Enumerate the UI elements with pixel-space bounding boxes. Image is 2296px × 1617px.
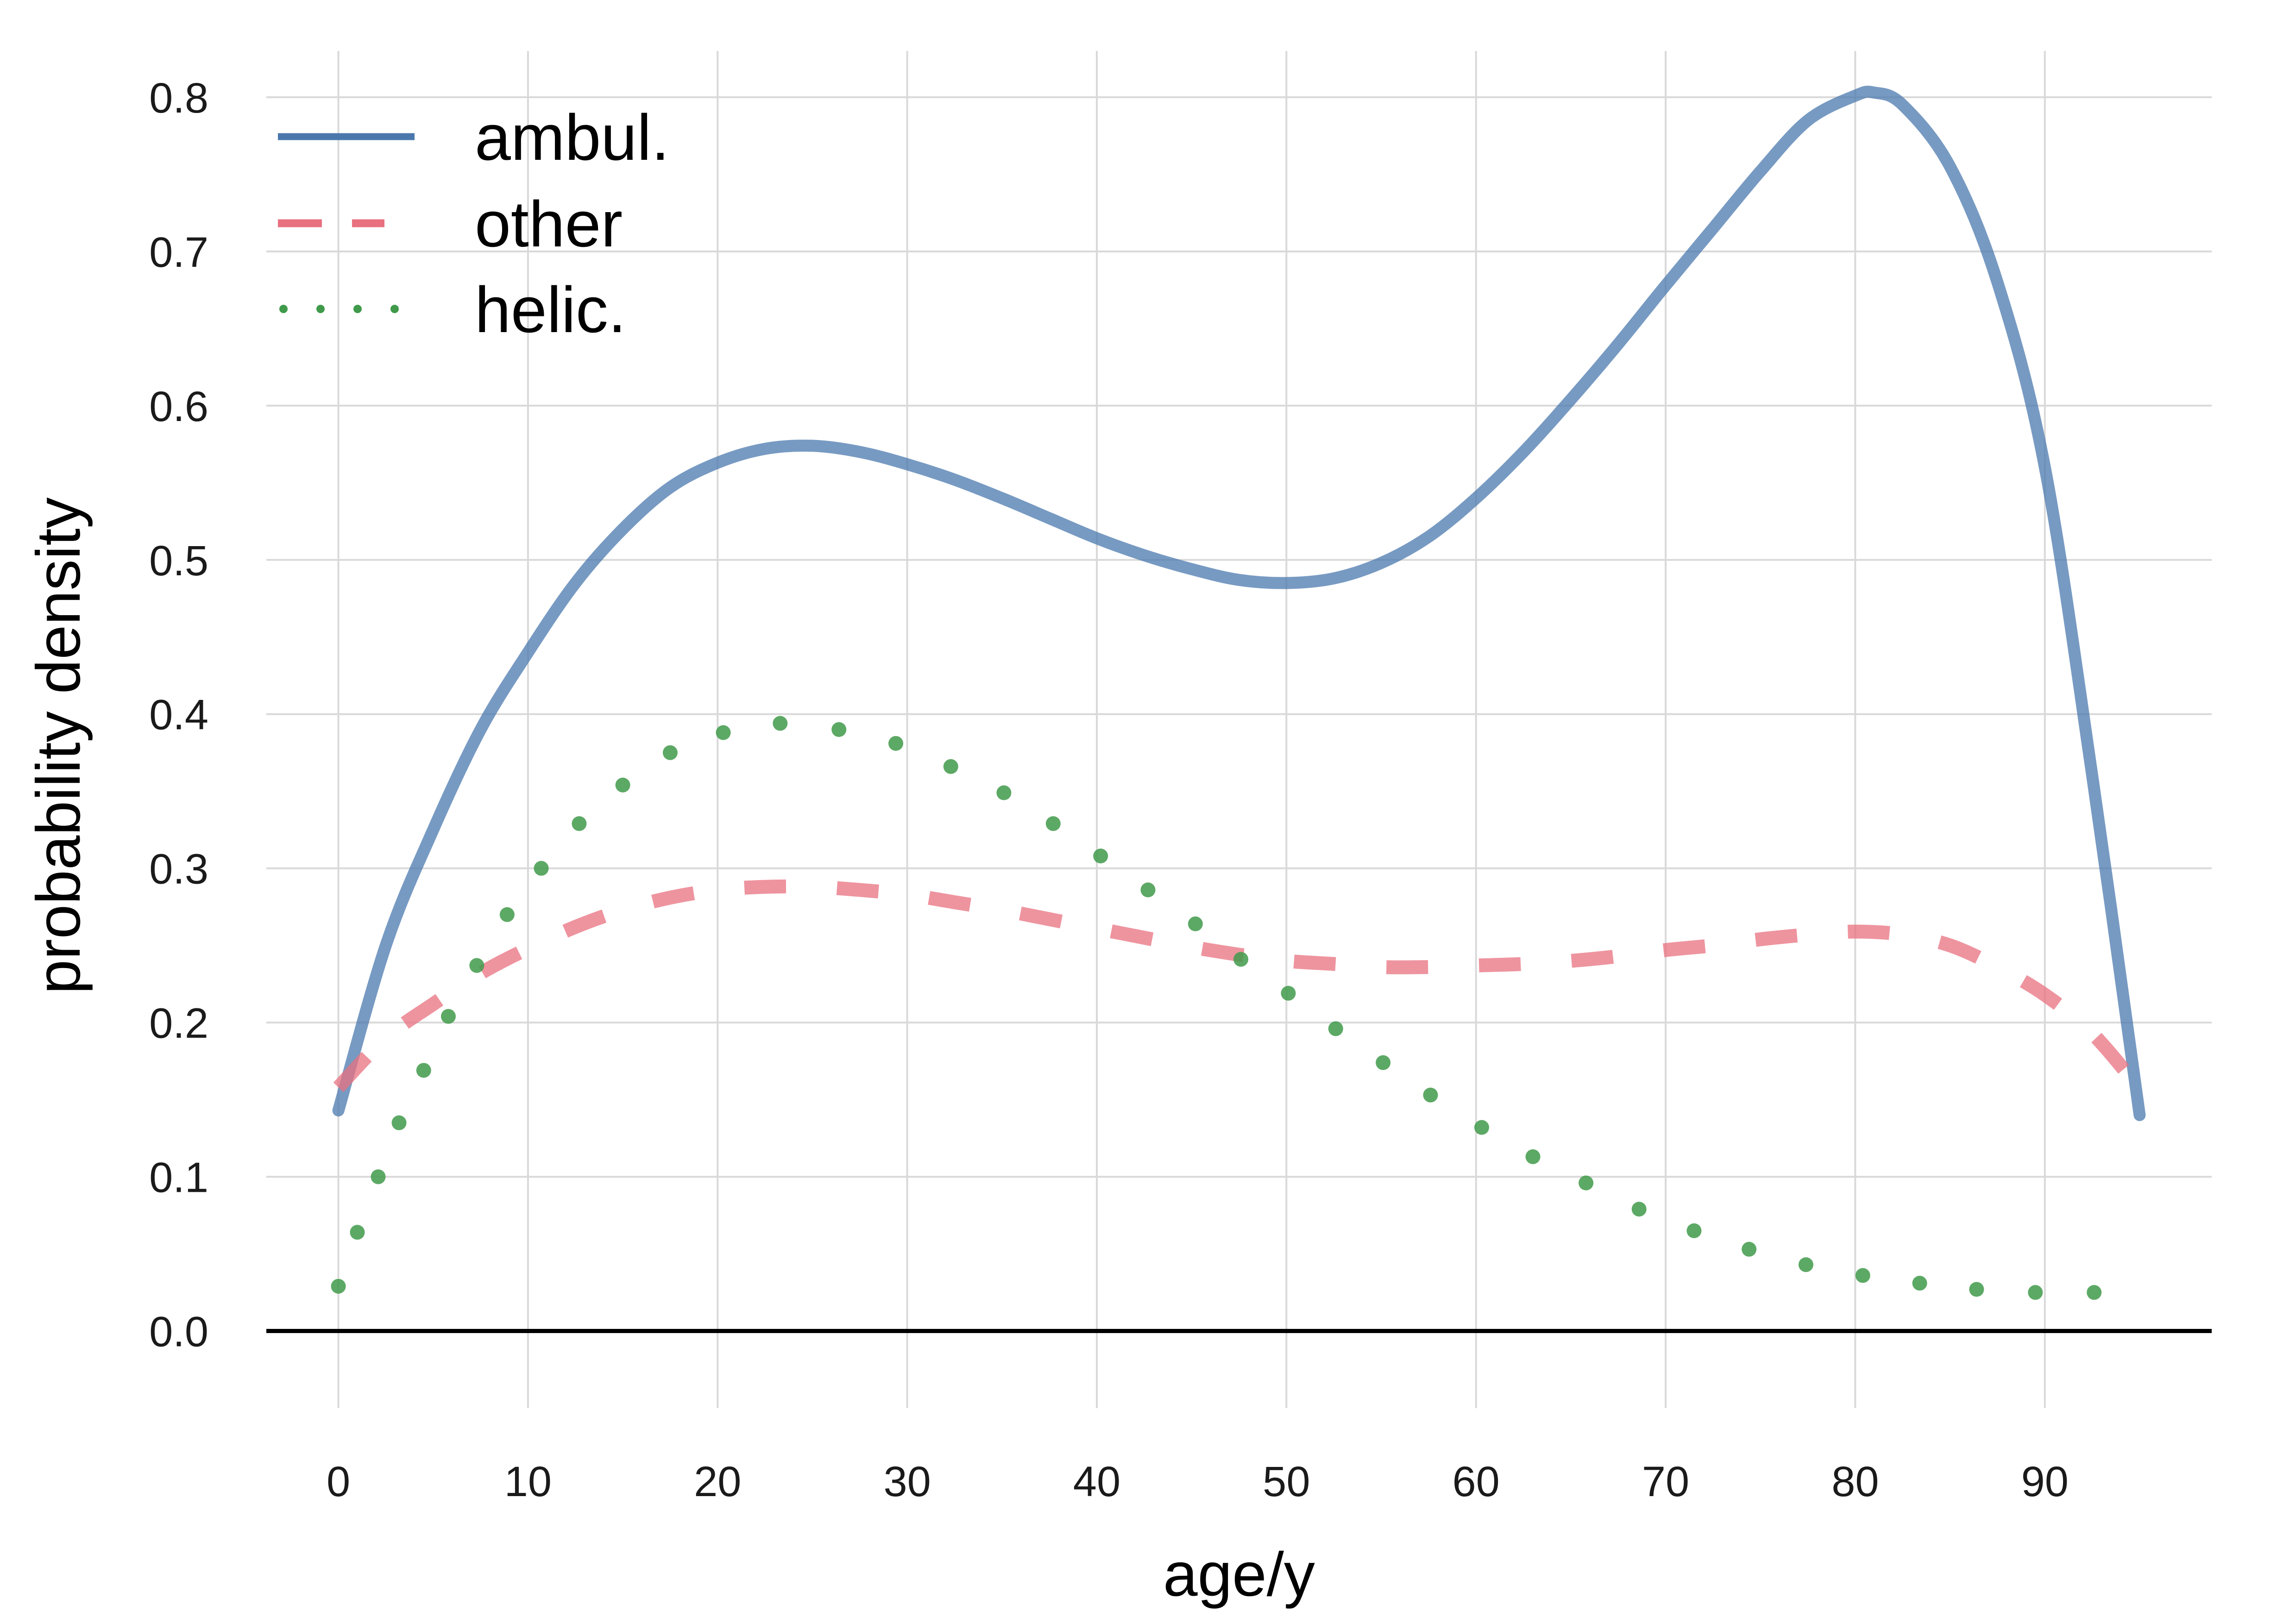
data-point-series-helic bbox=[1912, 1276, 1927, 1291]
data-point-series-helic bbox=[943, 759, 958, 774]
x-tick-label: 90 bbox=[2021, 1458, 2069, 1505]
data-point-series-helic bbox=[1045, 816, 1061, 831]
data-point-series-helic bbox=[1798, 1257, 1813, 1272]
legend-swatch-dot bbox=[316, 305, 325, 313]
legend-label: other bbox=[475, 188, 623, 260]
y-gridlines bbox=[266, 96, 2212, 1178]
y-tick-label: 0.1 bbox=[149, 1154, 208, 1202]
data-point-series-helic bbox=[1140, 882, 1156, 898]
data-point-series-helic bbox=[2028, 1285, 2043, 1300]
data-point-series-helic bbox=[888, 736, 904, 751]
data-point-series-helic bbox=[371, 1169, 386, 1184]
data-point-series-helic bbox=[391, 1115, 407, 1131]
legend-item-series-helic: helic. bbox=[279, 273, 626, 346]
y-tick-label: 0.2 bbox=[149, 1000, 208, 1047]
data-point-series-helic bbox=[350, 1225, 365, 1240]
data-point-series-helic bbox=[1686, 1223, 1702, 1239]
legend-swatch-dot bbox=[390, 305, 399, 313]
x-tick-label: 70 bbox=[1642, 1458, 1689, 1505]
legend-item-series-other: other bbox=[278, 188, 623, 260]
legend: ambul. other helic. bbox=[278, 101, 669, 346]
y-axis-title: probability density bbox=[24, 497, 93, 994]
data-point-series-helic bbox=[572, 816, 587, 831]
y-tick-label: 0.8 bbox=[149, 75, 208, 122]
data-point-series-helic bbox=[1328, 1021, 1343, 1036]
x-tick-label: 10 bbox=[504, 1458, 552, 1505]
data-point-series-helic bbox=[1093, 849, 1108, 864]
data-point-series-helic bbox=[416, 1063, 431, 1078]
data-point-series-helic bbox=[1233, 952, 1249, 967]
series-helic-dots bbox=[331, 716, 2102, 1300]
data-point-series-helic bbox=[716, 725, 731, 740]
legend-label: ambul. bbox=[475, 101, 669, 174]
data-point-series-helic bbox=[440, 1009, 456, 1024]
data-point-series-helic bbox=[1742, 1242, 1757, 1257]
data-point-series-helic bbox=[1631, 1202, 1647, 1217]
data-point-series-helic bbox=[499, 907, 515, 922]
y-tick-label: 0.5 bbox=[149, 537, 208, 585]
data-point-series-helic bbox=[1376, 1055, 1391, 1070]
data-point-series-helic bbox=[1525, 1149, 1541, 1164]
data-point-series-helic bbox=[615, 777, 630, 793]
data-point-series-helic bbox=[1423, 1088, 1438, 1103]
series-ambul-line bbox=[332, 85, 2146, 1121]
data-point-series-helic bbox=[996, 785, 1012, 800]
x-axis-title: age/y bbox=[1163, 1540, 1315, 1609]
x-tick-label: 20 bbox=[694, 1458, 741, 1505]
x-gridlines bbox=[337, 51, 2046, 1408]
x-tick-label: 40 bbox=[1073, 1458, 1120, 1505]
data-point-series-helic bbox=[831, 722, 847, 737]
data-point-series-helic bbox=[1188, 916, 1203, 931]
y-tick-label: 0.0 bbox=[149, 1309, 208, 1356]
data-point-series-helic bbox=[1855, 1268, 1870, 1283]
x-tick-label: 0 bbox=[327, 1458, 350, 1505]
data-point-series-helic bbox=[331, 1278, 346, 1294]
legend-swatch-dot bbox=[279, 305, 288, 313]
y-tick-label: 0.7 bbox=[149, 229, 208, 276]
data-point-series-helic bbox=[1969, 1282, 1984, 1297]
series-layer bbox=[331, 85, 2146, 1300]
x-tick-labels: 0 10 20 30 40 50 60 70 80 90 bbox=[327, 1458, 2069, 1505]
legend-item-series-ambul: ambul. bbox=[278, 101, 669, 174]
y-tick-label: 0.3 bbox=[149, 846, 208, 893]
data-point-series-helic bbox=[1579, 1175, 1594, 1190]
y-tick-label: 0.4 bbox=[149, 692, 208, 739]
legend-label: helic. bbox=[475, 273, 626, 346]
y-tick-labels: 0.0 0.1 0.2 0.3 0.4 0.5 0.6 0.7 0.8 bbox=[149, 75, 208, 1356]
x-tick-label: 60 bbox=[1453, 1458, 1500, 1505]
data-point-series-helic bbox=[1281, 986, 1296, 1001]
data-point-series-helic bbox=[2087, 1285, 2102, 1300]
data-point-series-helic bbox=[534, 861, 549, 876]
y-tick-label: 0.6 bbox=[149, 383, 208, 430]
x-tick-label: 50 bbox=[1263, 1458, 1310, 1505]
data-point-series-helic bbox=[469, 958, 484, 973]
data-point-series-helic bbox=[1474, 1120, 1489, 1135]
data-point-series-helic bbox=[773, 716, 788, 731]
series-other-line bbox=[333, 879, 2145, 1094]
legend-swatch-dot bbox=[353, 305, 362, 313]
x-tick-label: 30 bbox=[883, 1458, 931, 1505]
data-point-series-helic bbox=[662, 745, 678, 760]
x-tick-label: 80 bbox=[1831, 1458, 1879, 1505]
